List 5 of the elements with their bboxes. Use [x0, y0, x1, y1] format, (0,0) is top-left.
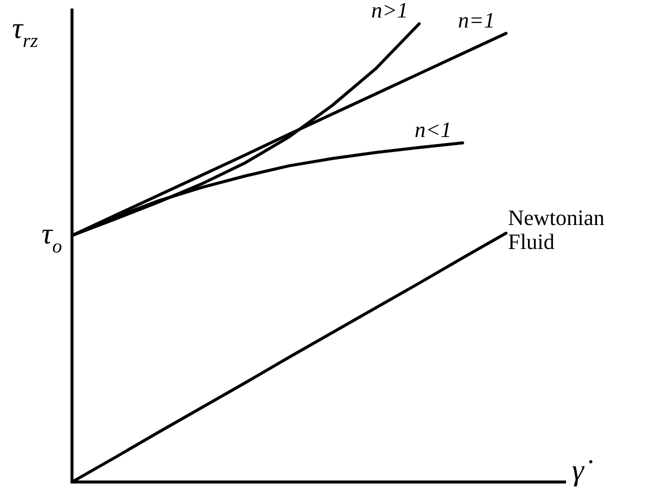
series-label: n=1	[458, 7, 495, 32]
series-label: n>1	[371, 0, 408, 23]
series-label: Newtonian Fluid	[508, 205, 605, 254]
x-axis-title: γ̇	[572, 454, 593, 487]
series-label: n<1	[414, 116, 452, 142]
